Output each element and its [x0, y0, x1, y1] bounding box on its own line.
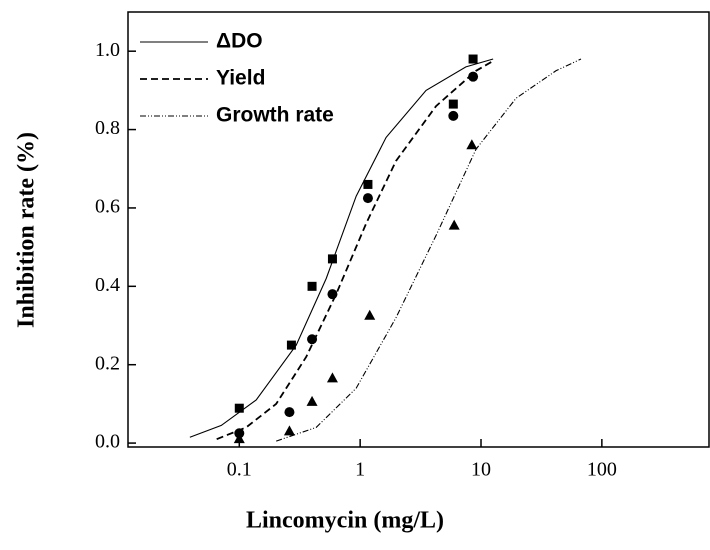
point — [287, 341, 296, 350]
point — [284, 407, 294, 417]
x-tick-label: 0.1 — [227, 459, 252, 481]
y-axis-label: Inhibition rate (%) — [14, 132, 40, 328]
point — [284, 425, 295, 435]
chart: Lincomycin (mg/L) Inhibition rate (%) 0.… — [0, 0, 710, 550]
point — [327, 372, 338, 382]
legend-label: Growth rate — [216, 104, 334, 127]
point — [449, 220, 460, 230]
y-tick-label: 0.4 — [95, 274, 120, 296]
point — [468, 72, 478, 82]
x-tick-label: 10 — [471, 459, 491, 481]
legend-label: ΔDO — [216, 30, 263, 53]
point — [364, 310, 375, 320]
point — [328, 254, 337, 263]
point — [307, 334, 317, 344]
point — [307, 396, 318, 406]
point — [449, 100, 458, 109]
y-tick-label: 0.6 — [95, 196, 120, 218]
x-axis-label: Lincomycin (mg/L) — [246, 508, 444, 534]
x-tick-label: 100 — [587, 459, 617, 481]
point — [308, 282, 317, 291]
point — [466, 139, 477, 149]
x-tick-label: 1 — [355, 459, 365, 481]
point — [363, 180, 372, 189]
point — [448, 111, 458, 121]
point — [235, 404, 244, 413]
legend-label: Yield — [216, 67, 265, 90]
point — [363, 193, 373, 203]
y-tick-label: 0.8 — [95, 117, 120, 139]
page: {"chart_data": {"type": "scatter", "log_… — [0, 0, 710, 550]
point — [469, 55, 478, 64]
y-tick-label: 0.2 — [95, 352, 120, 374]
y-tick-label: 0.0 — [95, 431, 120, 453]
y-tick-label: 1.0 — [95, 39, 120, 61]
point — [327, 289, 337, 299]
